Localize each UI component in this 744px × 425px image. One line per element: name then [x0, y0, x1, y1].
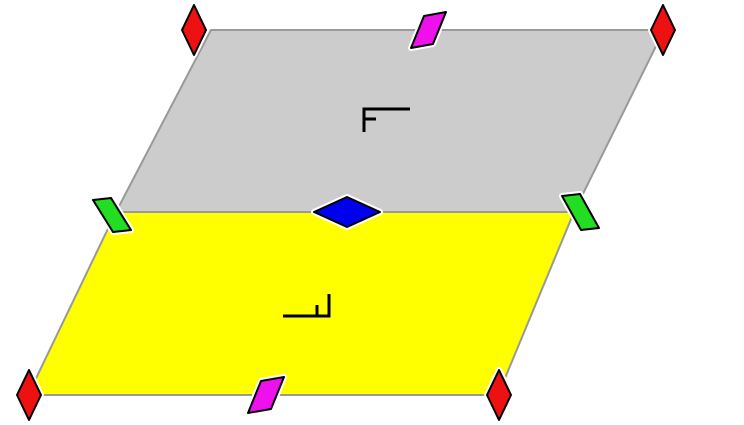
left-shared-side-handle[interactable]: [90, 195, 134, 235]
corner-handle-bottom-right[interactable]: [484, 367, 514, 423]
top-tile: [114, 29, 666, 213]
bottom-tile-orientation-glyph: [283, 294, 331, 318]
right-shared-side-handle[interactable]: [559, 191, 602, 233]
corner-handle-top-left[interactable]: [179, 2, 209, 58]
bottom-edge-midpoint-handle[interactable]: [245, 374, 287, 416]
bottom-tile: [26, 211, 576, 396]
top-edge-midpoint-handle[interactable]: [408, 9, 449, 51]
top-tile-orientation-glyph: [362, 107, 410, 132]
corner-handle-top-right[interactable]: [648, 2, 678, 58]
center-shared-edge-handle[interactable]: [311, 194, 383, 230]
corner-handle-bottom-left[interactable]: [14, 367, 44, 423]
